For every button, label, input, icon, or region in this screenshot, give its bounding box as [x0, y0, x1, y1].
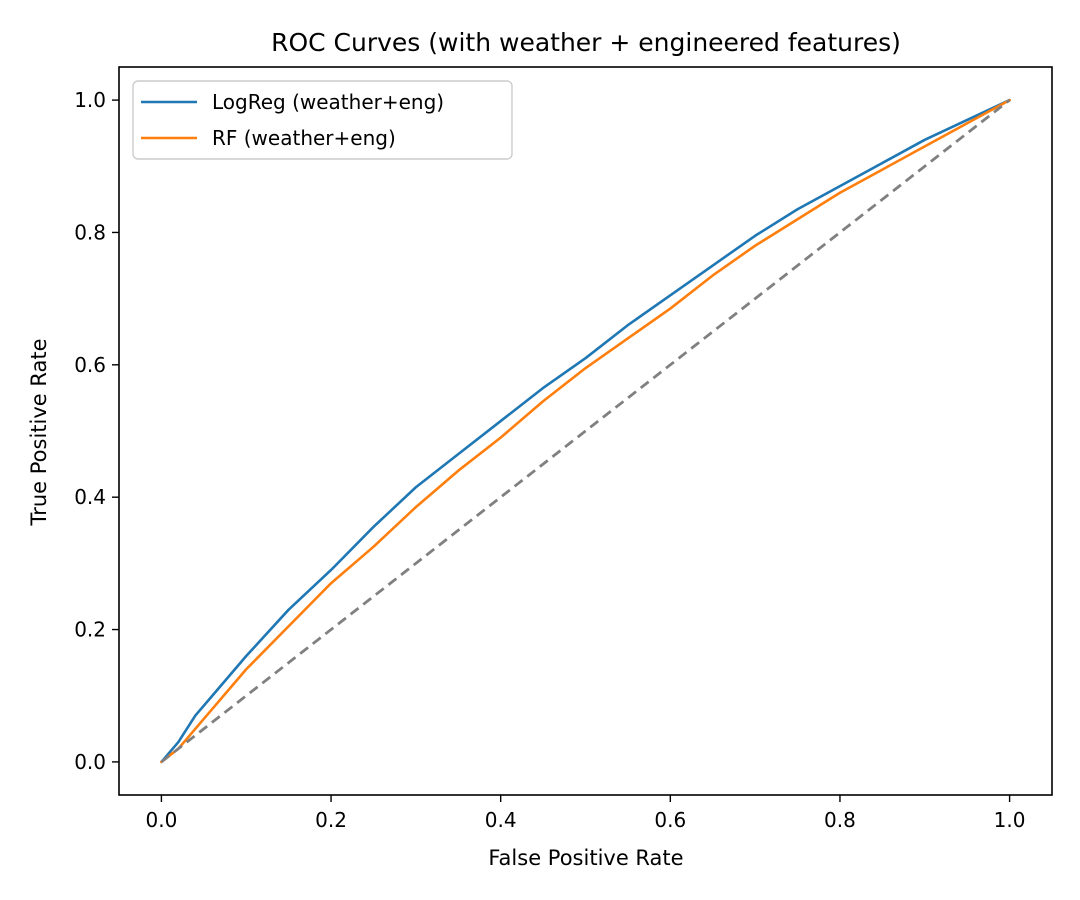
x-tick-label: 0.4	[485, 808, 517, 832]
chart-title: ROC Curves (with weather + engineered fe…	[271, 28, 901, 57]
x-axis-ticks: 0.0 0.2 0.4 0.6 0.8 1.0	[146, 795, 1026, 832]
x-axis-label: False Positive Rate	[488, 846, 683, 870]
series-line-2	[160, 98, 1011, 764]
y-tick-label: 0.4	[74, 485, 106, 509]
legend-label-1: LogReg (weather+eng)	[212, 90, 444, 114]
y-tick-label: 0.6	[74, 353, 106, 377]
legend-label-2: RF (weather+eng)	[212, 126, 396, 150]
legend: LogReg (weather+eng) RF (weather+eng)	[132, 80, 513, 160]
y-axis-label: True Positive Rate	[27, 338, 51, 526]
x-tick-label: 0.0	[146, 808, 178, 832]
plot-area	[118, 66, 1053, 796]
y-tick-label: 0.0	[74, 750, 106, 774]
y-tick-label: 0.8	[74, 220, 106, 244]
reference-diagonal-line	[160, 98, 1011, 764]
y-tick-label: 1.0	[74, 88, 106, 112]
y-axis-ticks: 0.0 0.2 0.4 0.6 0.8 1.0	[74, 88, 119, 774]
series-line-1	[160, 98, 1011, 764]
y-tick-label: 0.2	[74, 618, 106, 642]
x-tick-label: 0.6	[654, 808, 686, 832]
x-tick-label: 1.0	[994, 808, 1026, 832]
axes-frame	[118, 66, 1053, 796]
legend-box	[132, 80, 513, 160]
series-lines	[160, 98, 1011, 764]
x-tick-label: 0.2	[315, 808, 347, 832]
x-tick-label: 0.8	[824, 808, 856, 832]
